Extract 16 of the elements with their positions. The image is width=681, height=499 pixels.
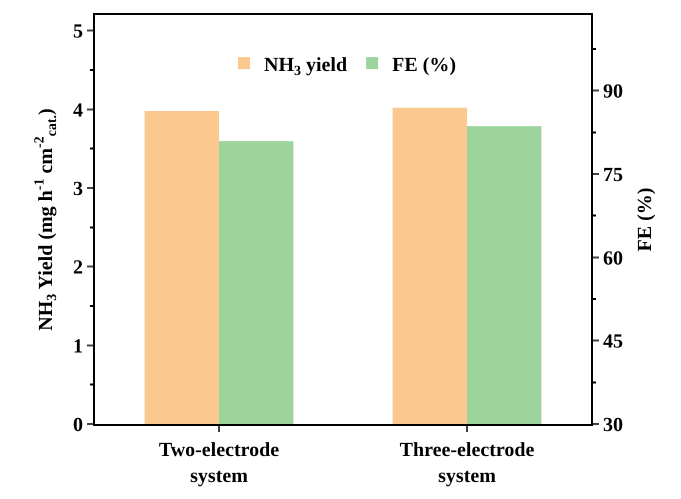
y2-tick-label: 45 [603,330,623,353]
x-tick-label: Two-electrode system [158,439,280,487]
y-tick-label: 2 [73,256,83,279]
y2-axis-title: FE (%) [634,188,656,252]
y-tick-label: 5 [73,20,83,43]
y2-tick-label: 60 [603,247,623,270]
y2-tick-label: 90 [603,80,623,103]
y-tick-label: 1 [73,335,83,358]
legend-label: FE (%) [392,54,456,76]
legend-label: NH$_{3}$ yield [264,54,348,80]
y2-tick-label: 75 [603,164,623,186]
y-tick-label: 3 [73,178,83,200]
x-tick-label: Three-electrode system [400,439,534,487]
y2-tick-label: 30 [603,414,623,436]
y-tick-label: 0 [73,414,83,436]
y-tick-label: 4 [73,99,83,122]
